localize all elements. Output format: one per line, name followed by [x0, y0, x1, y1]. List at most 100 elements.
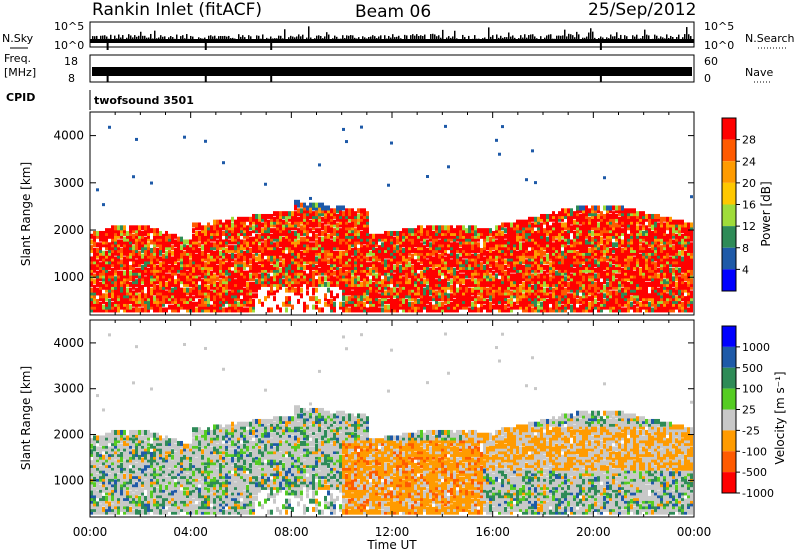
- heatmap-cell: [294, 273, 297, 279]
- heatmap-cell: [501, 233, 504, 239]
- heatmap-cell: [429, 230, 432, 236]
- heatmap-cell: [531, 225, 534, 231]
- heatmap-cell: [195, 236, 198, 242]
- heatmap-cell: [174, 247, 177, 253]
- heatmap-cell: [132, 270, 135, 276]
- heatmap-cell: [273, 273, 276, 279]
- heatmap-cell: [96, 242, 99, 248]
- heatmap-cell: [495, 279, 498, 285]
- heatmap-cell: [135, 242, 138, 248]
- heatmap-cell: [534, 253, 537, 259]
- heatmap-cell: [513, 301, 516, 307]
- heatmap-cell: [393, 298, 396, 304]
- heatmap-cell: [441, 301, 444, 307]
- heatmap-cell: [285, 273, 288, 279]
- heatmap-cell: [507, 298, 510, 304]
- heatmap-cell: [270, 290, 273, 296]
- heatmap-cell: [486, 273, 489, 279]
- heatmap-cell: [387, 245, 390, 251]
- heatmap-cell: [546, 298, 549, 304]
- heatmap-cell: [351, 236, 354, 242]
- heatmap-cell: [126, 253, 129, 259]
- heatmap-cell: [99, 233, 102, 239]
- heatmap-cell: [387, 262, 390, 268]
- heatmap-cell: [297, 250, 300, 256]
- heatmap-cell: [423, 230, 426, 236]
- heatmap-cell: [564, 301, 567, 307]
- heatmap-cell: [438, 296, 441, 302]
- heatmap-cell: [585, 250, 588, 256]
- heatmap-cell: [294, 211, 297, 217]
- heatmap-cell: [300, 267, 303, 273]
- heatmap-cell: [354, 298, 357, 304]
- heatmap-cell: [318, 259, 321, 265]
- heatmap-cell: [519, 262, 522, 268]
- heatmap-cell: [222, 298, 225, 304]
- heatmap-cell: [507, 228, 510, 234]
- heatmap-cell: [468, 230, 471, 236]
- heatmap-cell: [453, 276, 456, 282]
- heatmap-cell: [315, 233, 318, 239]
- heatmap-cell: [249, 250, 252, 256]
- heatmap-cell: [123, 273, 126, 279]
- heatmap-cell: [300, 262, 303, 268]
- heatmap-cell: [459, 304, 462, 310]
- heatmap-cell: [147, 293, 150, 299]
- heatmap-cell: [99, 307, 102, 313]
- heatmap-cell: [111, 225, 114, 231]
- heatmap-cell: [435, 273, 438, 279]
- heatmap-cell: [360, 242, 363, 248]
- heatmap-cell: [549, 216, 552, 222]
- heatmap-cell: [534, 287, 537, 293]
- heatmap-cell: [333, 250, 336, 256]
- heatmap-cell: [246, 276, 249, 282]
- heatmap-cell: [507, 267, 510, 273]
- heatmap-cell: [525, 262, 528, 268]
- heatmap-cell: [555, 216, 558, 222]
- heatmap-cell: [402, 267, 405, 273]
- heatmap-cell: [477, 273, 480, 279]
- heatmap-cell: [552, 245, 555, 251]
- heatmap-cell: [117, 273, 120, 279]
- heatmap-cell: [252, 273, 255, 279]
- heatmap-cell: [393, 264, 396, 270]
- heatmap-cell: [516, 236, 519, 242]
- heatmap-cell: [417, 279, 420, 285]
- heatmap-cell: [132, 273, 135, 279]
- heatmap-cell: [363, 284, 366, 290]
- heatmap-cell: [141, 256, 144, 262]
- heatmap-cell: [513, 304, 516, 310]
- heatmap-cell: [213, 230, 216, 236]
- heatmap-cell: [435, 233, 438, 239]
- heatmap-cell: [423, 267, 426, 273]
- heatmap-cell: [327, 270, 330, 276]
- heatmap-cell: [306, 279, 309, 285]
- heatmap-cell: [324, 301, 327, 307]
- heatmap-cell: [252, 293, 255, 299]
- heatmap-cell: [297, 242, 300, 248]
- heatmap-cell: [237, 253, 240, 259]
- heatmap-cell: [585, 230, 588, 236]
- heatmap-cell: [96, 253, 99, 259]
- heatmap-cell: [588, 233, 591, 239]
- heatmap-cell: [291, 219, 294, 225]
- heatmap-cell: [333, 270, 336, 276]
- heatmap-cell: [327, 264, 330, 270]
- heatmap-cell: [522, 247, 525, 253]
- heatmap-cell: [537, 245, 540, 251]
- heatmap-cell: [171, 298, 174, 304]
- heatmap-cell: [174, 233, 177, 239]
- heatmap-cell: [546, 213, 549, 219]
- heatmap-cell: [423, 233, 426, 239]
- heatmap-cell: [594, 293, 597, 299]
- heatmap-cell: [468, 264, 471, 270]
- heatmap-cell: [549, 250, 552, 256]
- heatmap-cell: [384, 245, 387, 251]
- heatmap-cell: [576, 270, 579, 276]
- heatmap-cell: [240, 228, 243, 234]
- heatmap-cell: [390, 301, 393, 307]
- heatmap-cell: [141, 245, 144, 251]
- heatmap-cell: [96, 259, 99, 265]
- heatmap-cell: [243, 281, 246, 287]
- heatmap-cell: [408, 284, 411, 290]
